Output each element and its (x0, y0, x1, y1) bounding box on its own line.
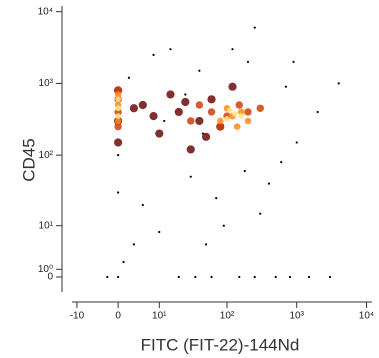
data-point (216, 122, 224, 131)
data-point (194, 275, 197, 279)
data-point (253, 26, 256, 29)
data-point (238, 275, 241, 279)
data-point (198, 69, 201, 72)
data-point (224, 116, 230, 122)
data-point (246, 60, 250, 63)
x-tick-label: 10² (220, 311, 235, 322)
data-point (166, 90, 175, 99)
data-point (187, 117, 195, 125)
data-point (155, 129, 164, 138)
data-point (115, 113, 122, 120)
data-point (177, 275, 180, 279)
data-point (181, 97, 190, 107)
data-point (141, 203, 144, 207)
data-point (232, 110, 238, 117)
x-tick-label: 0 (115, 311, 121, 322)
data-point (201, 132, 211, 141)
data-point (259, 212, 262, 215)
data-point (149, 112, 158, 121)
data-point (295, 141, 298, 144)
data-point (267, 182, 271, 185)
x-tick-label: -10 (70, 311, 85, 322)
data-point (114, 91, 122, 98)
data-point (127, 76, 130, 79)
data-point (174, 107, 183, 117)
data-point (222, 224, 225, 227)
data-point (316, 110, 319, 114)
data-point (235, 101, 243, 109)
data-point (292, 60, 295, 63)
data-point (129, 104, 139, 113)
y-tick-label: 10⁴ (38, 6, 53, 17)
data-point (114, 117, 122, 125)
data-point (233, 123, 241, 130)
data-point (152, 53, 155, 56)
data-point (163, 119, 166, 123)
x-tick-label: 10⁴ (359, 311, 374, 322)
y-tick-label: 0 (47, 272, 53, 283)
data-point (117, 154, 120, 157)
y-tick-label: 10² (39, 150, 54, 161)
data-point (210, 275, 213, 279)
y-axis-title: CD45 (19, 138, 38, 181)
y-tick-label: 10³ (39, 78, 54, 89)
x-tick-label: 10¹ (152, 311, 167, 322)
x-tick-label: 10³ (289, 311, 304, 322)
data-point (284, 85, 288, 88)
data-point (207, 95, 216, 104)
data-point (114, 122, 122, 131)
data-point (228, 82, 237, 91)
data-point (244, 108, 252, 116)
data-point (189, 175, 192, 178)
data-point (288, 275, 292, 279)
data-point (138, 100, 147, 110)
data-point (216, 117, 224, 125)
data-point (215, 197, 218, 200)
data-point (237, 108, 245, 116)
data-point (244, 117, 252, 125)
data-point (132, 243, 136, 246)
data-point (328, 275, 332, 279)
data-point (307, 275, 311, 279)
data-point (115, 105, 122, 112)
data-point (117, 275, 120, 279)
data-point (169, 48, 172, 51)
data-point (337, 82, 340, 85)
data-point (207, 108, 216, 116)
data-point (158, 230, 161, 234)
data-point (195, 101, 204, 109)
data-point (195, 116, 204, 126)
data-point (204, 243, 208, 246)
data-point (114, 138, 123, 147)
x-axis-title: FITC (FIT-22)-144Nd (141, 335, 300, 354)
data-point (122, 260, 125, 264)
data-point (274, 275, 277, 279)
data-point (253, 275, 256, 279)
data-point (184, 93, 187, 96)
data-point (231, 48, 234, 51)
data-point (106, 275, 109, 279)
data-point (238, 113, 245, 120)
data-point (115, 96, 122, 103)
data-point (243, 169, 246, 173)
data-point (256, 104, 264, 112)
y-tick-label: 10¹ (39, 220, 54, 231)
data-point (186, 145, 195, 154)
data-point (117, 191, 120, 194)
data-point (226, 107, 233, 114)
y-tick-label: 10⁰ (38, 264, 53, 275)
data-point (280, 160, 283, 164)
